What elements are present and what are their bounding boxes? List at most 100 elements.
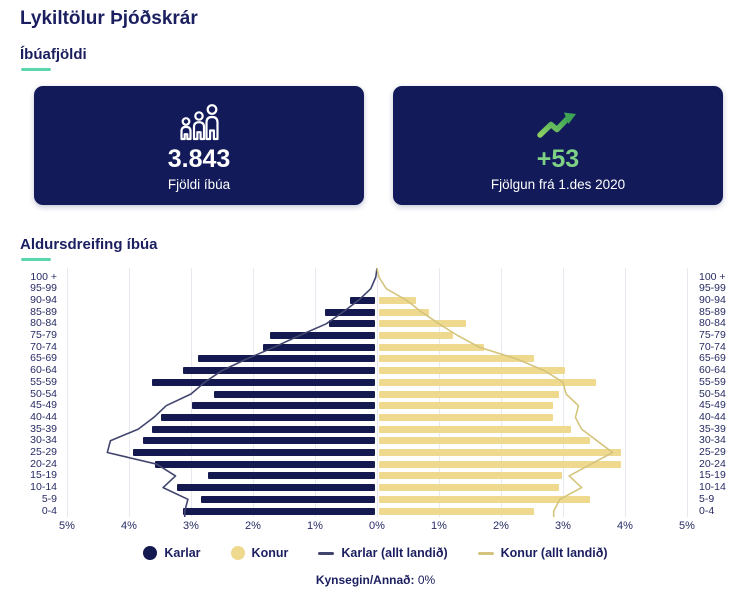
growth-label: Fjölgun frá 1.des 2020 — [490, 177, 626, 193]
kynsegin-footnote: Kynsegin/Annað: 0% — [0, 573, 751, 587]
age-label-left: 35-39 — [30, 422, 57, 435]
female-bar — [379, 296, 417, 304]
female-bar — [379, 332, 454, 339]
female-bar — [379, 472, 562, 480]
konur-line-marker-icon — [477, 551, 494, 555]
section-heading-age-distribution: Aldursdreifing íbúa — [20, 236, 158, 253]
female-bar — [379, 343, 485, 351]
male-bar — [213, 390, 375, 398]
legend-label-konur-landid: Konur (allt landið) — [500, 546, 608, 560]
male-bar — [192, 402, 375, 410]
age-label-right: 5-9 — [699, 492, 715, 505]
female-bar — [379, 413, 553, 421]
age-label-right: 65-69 — [699, 352, 726, 365]
female-bar — [379, 484, 559, 492]
gridline — [129, 268, 130, 517]
x-tick-label: 4% — [121, 520, 137, 532]
age-label-right: 10-14 — [699, 481, 726, 494]
section-underline-age-distribution — [21, 258, 51, 261]
age-label-right: 90-94 — [699, 293, 726, 306]
age-label-left: 5-9 — [41, 492, 57, 505]
age-label-left: 75-79 — [30, 329, 57, 341]
age-label-left: 45-49 — [30, 399, 57, 412]
male-bar — [182, 367, 375, 375]
people-icon — [175, 99, 223, 141]
age-label-right: 15-19 — [699, 469, 726, 482]
male-bar — [133, 449, 375, 456]
age-label-right: 55-59 — [699, 375, 726, 388]
growth-value: +53 — [536, 144, 580, 173]
female-bar — [379, 320, 466, 328]
x-tick-label: 4% — [617, 520, 633, 532]
male-bar — [151, 378, 375, 386]
x-tick-label: 2% — [245, 520, 261, 532]
age-label-right: 45-49 — [699, 399, 726, 412]
male-bar — [207, 472, 375, 480]
age-label-left: 40-44 — [30, 410, 57, 423]
kynsegin-footnote-value: 0% — [417, 573, 436, 587]
age-label-right: 80-84 — [699, 317, 726, 330]
male-bar — [325, 308, 375, 316]
age-label-right: 95-99 — [699, 282, 726, 295]
x-tick-label: 3% — [555, 520, 571, 532]
male-bar — [151, 425, 375, 433]
kpi-card-population: 3.843 Fjöldi íbúa — [34, 86, 364, 205]
age-label-left: 55-59 — [30, 375, 57, 388]
male-bar — [176, 484, 375, 492]
x-tick-label: 1% — [431, 520, 447, 532]
male-bar — [350, 296, 375, 304]
male-bar — [161, 413, 375, 421]
female-bar — [379, 308, 429, 316]
female-bar — [379, 425, 572, 433]
age-label-right: 0-4 — [699, 504, 715, 517]
karlar-line-marker-icon — [318, 551, 335, 555]
age-label-left: 30-34 — [30, 434, 57, 447]
x-tick-label: 3% — [183, 520, 199, 532]
age-label-right: 30-34 — [699, 434, 726, 447]
gridline — [625, 268, 626, 517]
legend-label-karlar-landid: Karlar (allt landið) — [341, 546, 448, 560]
x-tick-label: 1% — [307, 520, 323, 532]
legend-label-karlar: Karlar — [164, 546, 201, 560]
male-bar — [263, 343, 375, 351]
female-bar — [379, 378, 596, 386]
age-label-left: 25-29 — [30, 446, 57, 458]
age-label-right: 35-39 — [699, 422, 726, 435]
gridline — [563, 268, 564, 517]
age-label-right: 85-89 — [699, 305, 726, 318]
age-label-left: 15-19 — [30, 469, 57, 482]
legend-item-karlar-landid: Karlar (allt landið) — [318, 546, 448, 560]
gridline — [191, 268, 192, 517]
gridline — [67, 268, 68, 517]
trend-up-icon — [537, 99, 579, 141]
female-bar — [379, 449, 621, 456]
age-label-left: 0-4 — [41, 504, 57, 517]
age-label-left: 80-84 — [30, 317, 57, 330]
age-label-left: 20-24 — [30, 457, 57, 470]
legend-item-karlar: Karlar — [143, 546, 201, 560]
male-bar — [198, 355, 375, 363]
x-tick-label: 0% — [369, 520, 385, 532]
legend-item-konur-landid: Konur (allt landið) — [477, 546, 608, 560]
section-heading-population: Íbúafjöldi — [20, 46, 87, 63]
male-bar — [182, 507, 375, 515]
population-count-label: Fjöldi íbúa — [167, 177, 231, 193]
female-bar — [379, 495, 590, 503]
gridline — [687, 268, 688, 517]
legend-label-konur: Konur — [251, 546, 289, 560]
age-label-right: 20-24 — [699, 457, 726, 470]
section-underline-population — [21, 68, 51, 71]
male-bar — [154, 460, 375, 468]
legend-item-konur: Konur — [230, 546, 289, 560]
male-bar — [269, 332, 375, 339]
age-label-left: 85-89 — [30, 305, 57, 318]
age-label-left: 60-64 — [30, 364, 57, 377]
female-bar — [379, 367, 565, 375]
female-bar — [379, 437, 590, 445]
female-bar — [379, 507, 534, 515]
x-tick-label: 5% — [679, 520, 695, 532]
female-bar — [379, 402, 553, 410]
age-label-left: 70-74 — [30, 340, 57, 353]
